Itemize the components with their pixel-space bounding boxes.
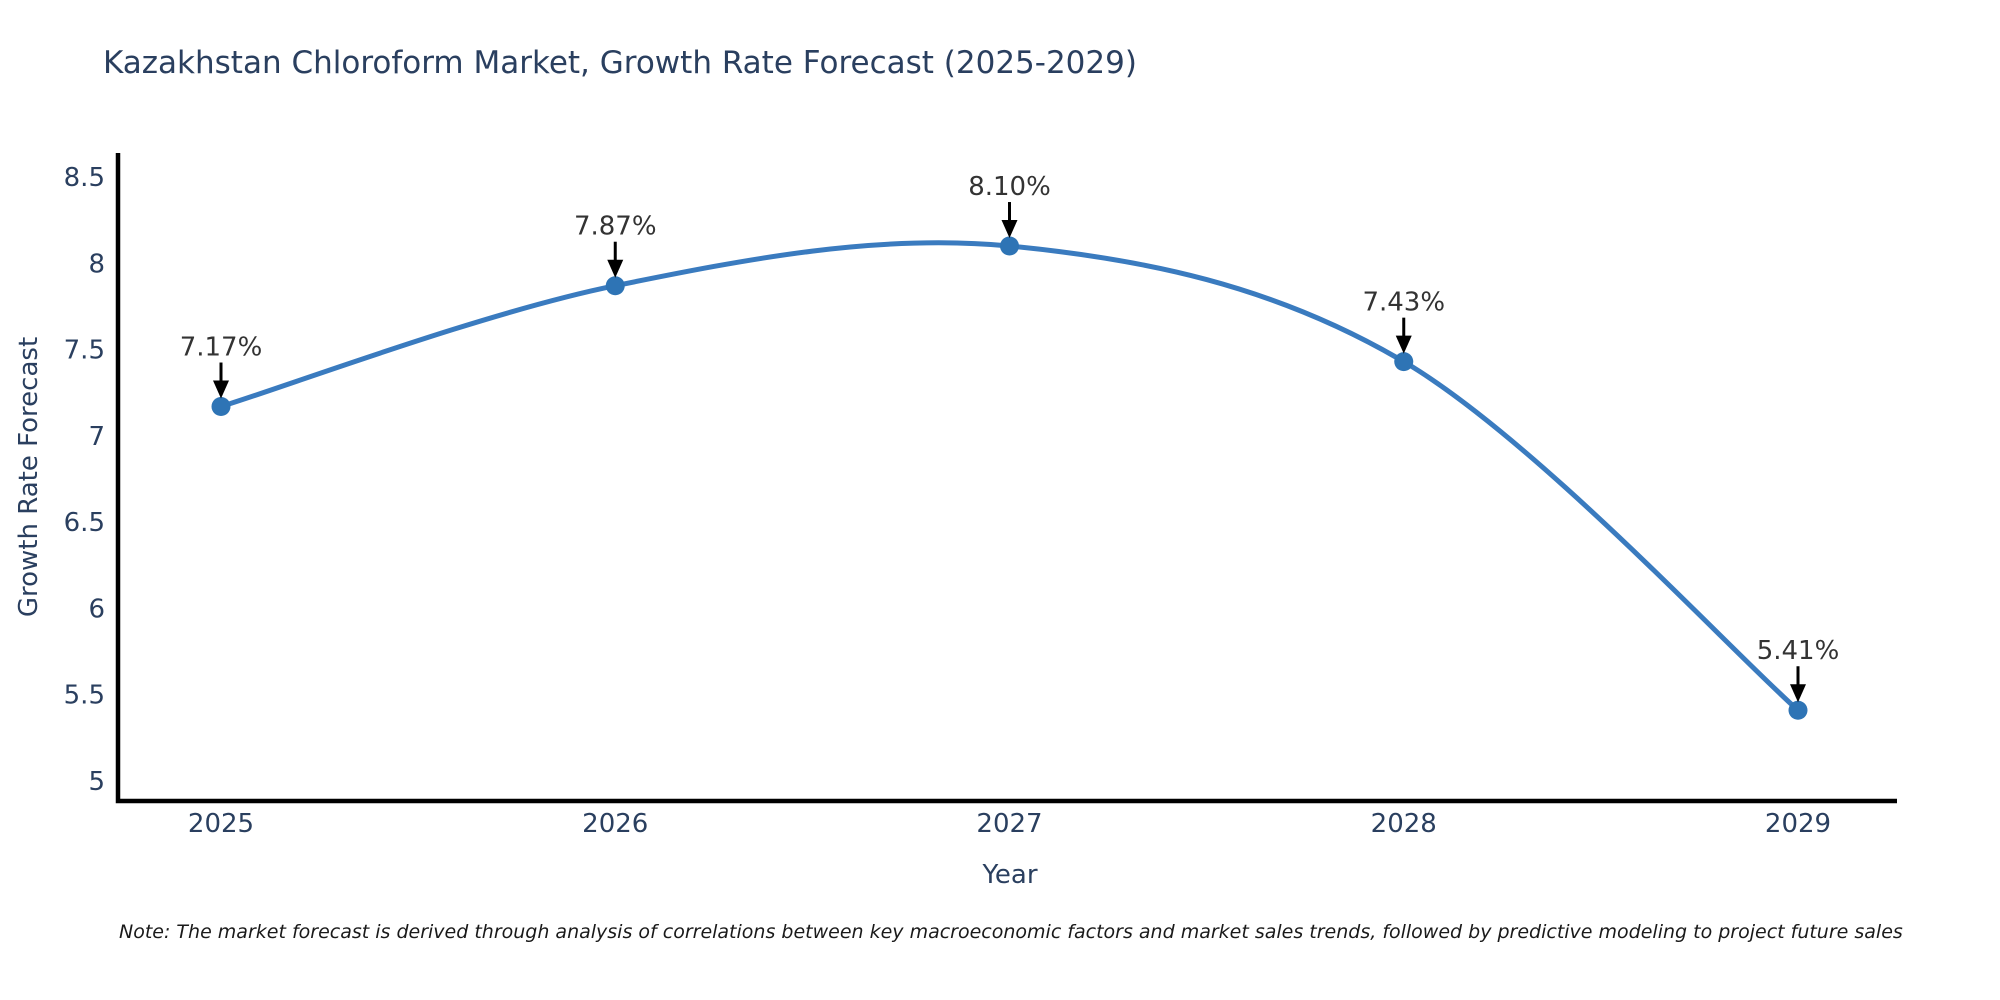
x-tick-label: 2027 [976,809,1042,839]
x-tick-label: 2025 [188,809,254,839]
data-point-2029 [1788,700,1808,720]
x-tick-label: 2026 [582,809,648,839]
annotation-arrow-head [1395,335,1412,354]
y-tick-label: 5.5 [64,681,105,711]
y-tick-label: 8 [88,249,105,279]
y-tick-label: 6 [88,594,105,624]
x-tick-label: 2028 [1371,809,1437,839]
annotation-arrow-head [607,259,624,278]
data-point-2026 [605,276,625,296]
point-annotation-label: 7.87% [574,212,657,242]
annotation-arrow-head [1001,220,1018,239]
x-tick-label: 2029 [1765,809,1831,839]
data-point-2027 [1000,236,1019,256]
data-point-2025 [211,397,231,417]
point-annotation-label: 7.43% [1362,288,1445,318]
axis-lines [115,153,1897,804]
y-tick-label: 7.5 [64,336,105,366]
y-tick-label: 8.5 [64,163,105,193]
point-annotation-label: 5.41% [1757,636,1840,666]
forecast-line [218,240,1801,713]
data-point-2028 [1394,352,1414,372]
y-tick-label: 7 [88,422,105,452]
y-tick-label: 6.5 [64,508,105,538]
point-annotation-label: 7.17% [180,333,263,363]
point-annotation-label: 8.10% [968,172,1051,202]
annotation-arrow-head [213,380,229,399]
x-axis-title: Year [982,860,1038,890]
y-tick-label: 5 [88,767,105,797]
footnote: Note: The market forecast is derived thr… [119,921,1903,943]
annotation-arrow-head [1790,684,1806,703]
chart-title: Kazakhstan Chloroform Market, Growth Rat… [103,45,1137,81]
